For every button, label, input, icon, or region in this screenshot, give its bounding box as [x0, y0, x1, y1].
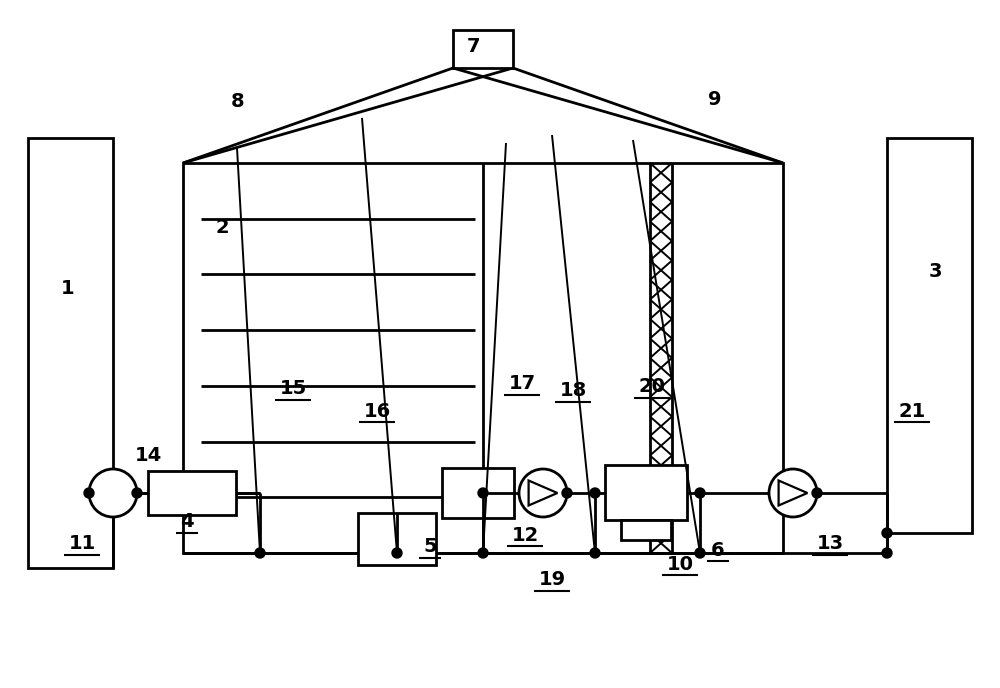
Text: 4: 4: [180, 512, 194, 531]
Text: 14: 14: [134, 446, 162, 465]
Text: 13: 13: [816, 534, 844, 553]
Text: 19: 19: [538, 570, 566, 590]
Text: 17: 17: [508, 374, 536, 394]
Text: 6: 6: [711, 541, 725, 560]
Circle shape: [769, 469, 817, 517]
Circle shape: [89, 469, 137, 517]
Text: 7: 7: [466, 37, 480, 56]
Bar: [148, 471, 236, 515]
Circle shape: [882, 548, 892, 558]
Text: 2: 2: [215, 217, 229, 237]
Circle shape: [392, 548, 402, 558]
Text: 1: 1: [61, 279, 75, 299]
Text: 18: 18: [559, 381, 587, 400]
Text: 10: 10: [666, 555, 694, 574]
Text: 21: 21: [898, 402, 926, 421]
Bar: [358, 513, 436, 565]
Circle shape: [590, 548, 600, 558]
Bar: [887, 138, 972, 533]
Circle shape: [255, 548, 265, 558]
Text: 5: 5: [423, 537, 437, 557]
Circle shape: [478, 548, 488, 558]
Bar: [621, 520, 671, 540]
Circle shape: [695, 548, 705, 558]
Circle shape: [812, 488, 822, 498]
Circle shape: [882, 528, 892, 538]
Text: 20: 20: [639, 377, 666, 396]
Text: 3: 3: [928, 262, 942, 281]
Circle shape: [695, 488, 705, 498]
Circle shape: [562, 488, 572, 498]
Text: 12: 12: [511, 526, 539, 545]
Circle shape: [590, 488, 600, 498]
Text: 15: 15: [279, 379, 307, 398]
Text: 16: 16: [363, 402, 391, 421]
Text: 9: 9: [708, 90, 722, 109]
Text: 11: 11: [68, 534, 96, 553]
Bar: [453, 30, 513, 68]
Circle shape: [519, 469, 567, 517]
Bar: [28, 138, 113, 568]
Circle shape: [132, 488, 142, 498]
Bar: [605, 465, 687, 520]
Bar: [442, 468, 514, 518]
Circle shape: [478, 488, 488, 498]
Circle shape: [84, 488, 94, 498]
Bar: [183, 163, 783, 553]
Text: 8: 8: [231, 92, 245, 111]
